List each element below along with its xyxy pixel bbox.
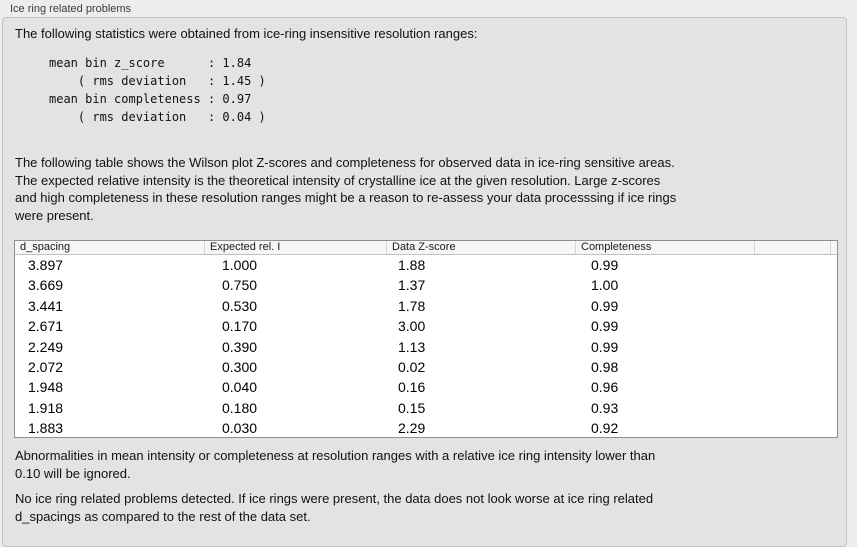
- table-row[interactable]: 3.441 0.530 1.78 0.99: [15, 296, 837, 316]
- table-cell: 1.37: [398, 277, 426, 294]
- table-cell: 1.88: [398, 257, 426, 273]
- table-row[interactable]: 2.249 0.390 1.13 0.99: [15, 337, 837, 357]
- table-cell: 0.02: [398, 358, 426, 375]
- table-row[interactable]: 1.883 0.030 2.29 0.92: [15, 418, 837, 438]
- table-cell: 0.300: [222, 358, 258, 375]
- table-cell: 1.00: [591, 277, 619, 294]
- conclusion-text: No ice ring related problems detected. I…: [15, 491, 654, 524]
- table-cell: 0.16: [398, 379, 426, 396]
- table-header: d_spacing Expected rel. I Data Z-score C…: [15, 241, 837, 255]
- table-cell: 1.918: [28, 399, 64, 416]
- table-description: The following table shows the Wilson plo…: [15, 155, 677, 223]
- table-cell: 3.669: [28, 277, 64, 294]
- table-cell: 2.671: [28, 318, 64, 335]
- table-row[interactable]: 1.918 0.180 0.15 0.93: [15, 398, 837, 418]
- table-cell: 0.180: [222, 399, 258, 416]
- table-row[interactable]: 2.671 0.170 3.00 0.99: [15, 316, 837, 336]
- column-header-d-spacing[interactable]: d_spacing: [15, 241, 205, 254]
- table-row[interactable]: 2.072 0.300 0.02 0.98: [15, 357, 837, 377]
- table-cell: 3.441: [28, 297, 64, 314]
- table-cell: 3.897: [28, 257, 64, 273]
- column-header-spacer: [755, 241, 831, 254]
- table-cell: 0.93: [591, 399, 619, 416]
- table-cell: 0.040: [222, 379, 258, 396]
- column-header-expected-rel-i[interactable]: Expected rel. I: [205, 241, 387, 254]
- intro-text: The following statistics were obtained f…: [15, 26, 478, 41]
- table-cell: 0.15: [398, 399, 426, 416]
- table-cell: 0.99: [591, 297, 619, 314]
- table-cell: 2.249: [28, 338, 64, 355]
- table-body: 3.897 1.000 1.88 0.99 3.669 0.750 1.37 1.00 3.44…: [15, 255, 837, 439]
- table-cell: 2.29: [398, 420, 426, 437]
- table-cell: 0.99: [591, 257, 619, 273]
- table-cell: 2.072: [28, 358, 64, 375]
- table-row[interactable]: 1.948 0.040 0.16 0.96: [15, 377, 837, 397]
- groupbox-title: Ice ring related problems: [10, 3, 132, 15]
- table-cell: 1.948: [28, 379, 64, 396]
- table-cell: 3.00: [398, 318, 426, 335]
- table-cell: 0.99: [591, 338, 619, 355]
- table-cell: 0.530: [222, 297, 258, 314]
- stats-block: mean bin z_score : 1.84 ( rms deviation …: [49, 56, 266, 124]
- table-row[interactable]: 3.897 1.000 1.88 0.99: [15, 255, 837, 275]
- ice-ring-table[interactable]: d_spacing Expected rel. I Data Z-score C…: [14, 240, 838, 438]
- column-header-spacer: [831, 241, 837, 254]
- table-cell: 0.170: [222, 318, 258, 335]
- ice-ring-panel: The following statistics were obtained f…: [2, 17, 847, 547]
- table-cell: 0.92: [591, 420, 619, 437]
- table-cell: 1.883: [28, 420, 64, 437]
- table-cell: 1.78: [398, 297, 426, 314]
- table-cell: 0.96: [591, 379, 619, 396]
- table-cell: 0.99: [591, 318, 619, 335]
- table-cell: 0.030: [222, 420, 258, 437]
- table-cell: 1.13: [398, 338, 426, 355]
- column-header-data-z-score[interactable]: Data Z-score: [387, 241, 576, 254]
- table-cell: 0.750: [222, 277, 258, 294]
- column-header-completeness[interactable]: Completeness: [576, 241, 755, 254]
- table-cell: 0.98: [591, 358, 619, 375]
- note-text: Abnormalities in mean intensity or compl…: [15, 448, 656, 481]
- table-row[interactable]: 3.669 0.750 1.37 1.00: [15, 275, 837, 295]
- table-cell: 1.000: [222, 257, 258, 273]
- table-cell: 0.390: [222, 338, 258, 355]
